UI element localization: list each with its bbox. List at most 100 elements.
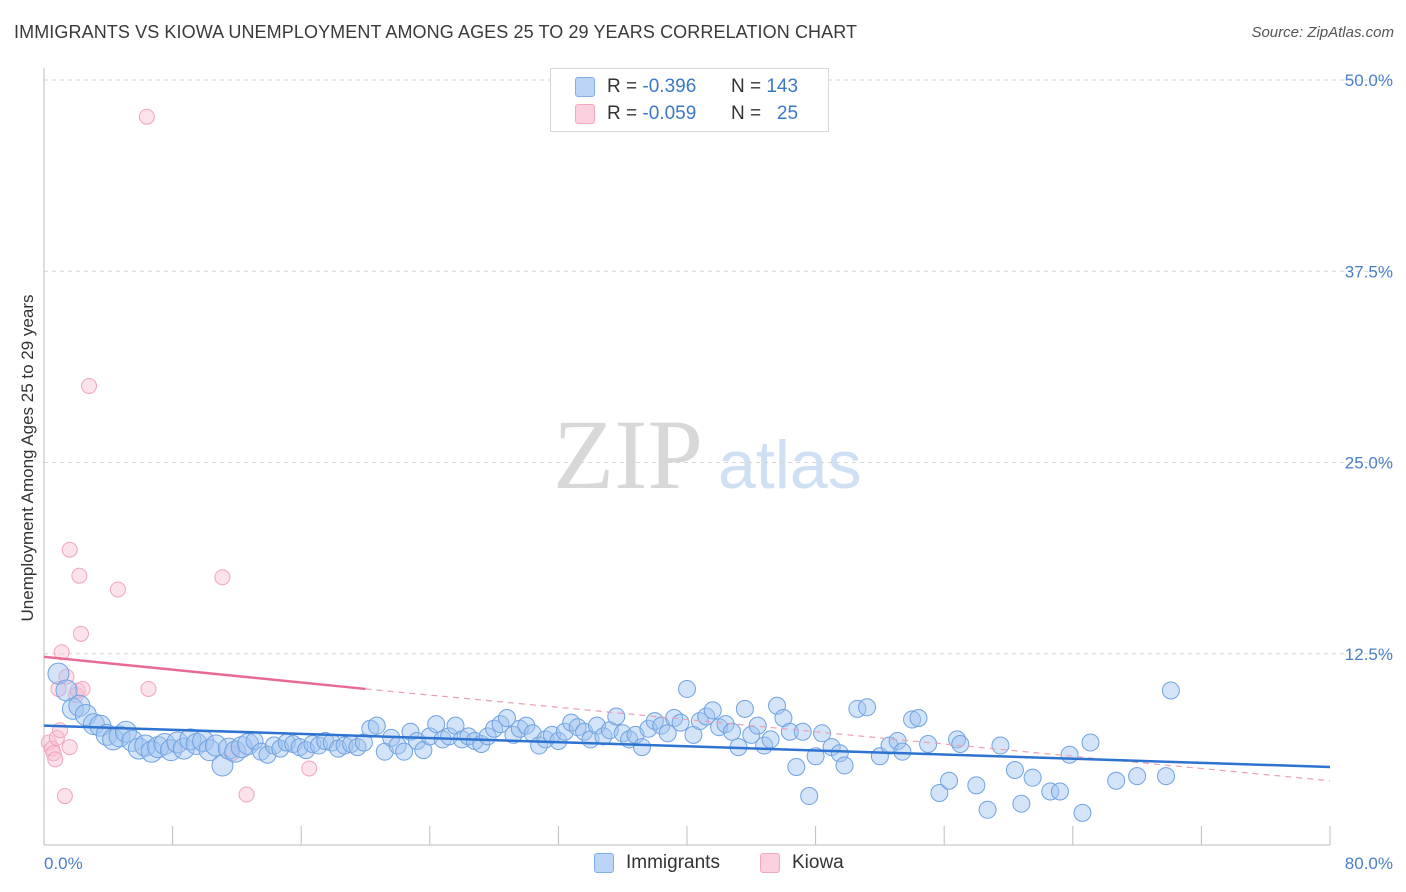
immigrants-point [61,697,84,720]
immigrants-point [671,713,690,732]
watermark-zip: ZIP [553,399,703,510]
axes [43,68,1331,846]
immigrants-point [780,722,799,741]
immigrants-point [645,712,664,731]
immigrants-point [1023,768,1042,787]
immigrants-point [166,731,189,754]
legend-item-kiowa[interactable]: Kiowa [760,852,844,874]
immigrants-point [1161,681,1180,700]
immigrants-point [1005,761,1024,780]
kiowa-point [71,567,88,584]
immigrants-point [735,699,754,718]
immigrants-point [678,679,696,698]
immigrants-point [919,735,938,754]
kiowa-point [56,788,73,805]
immigrants-point [224,740,247,763]
immigrants-point [536,730,555,749]
kiowa-swatch [575,104,595,124]
immigrants-point [185,733,208,756]
immigrants-point [991,736,1010,755]
immigrants-point [127,737,150,760]
immigrants-point [1157,767,1176,786]
immigrants-point [335,736,354,755]
kiowa-point [238,786,255,803]
immigrants-point [930,783,949,802]
immigrants-point [121,729,144,752]
n-value: 25 [776,103,799,124]
kiowa-point [301,760,318,777]
immigrants-point [909,709,928,728]
immigrants-point [497,709,516,728]
immigrants-point [632,738,651,757]
y-tick-label: 37.5% [1345,262,1393,281]
immigrants-point [1050,782,1069,801]
legend-item-immigrants[interactable]: Immigrants [594,852,720,874]
immigrants-point [1012,794,1031,813]
immigrants-point [140,740,163,763]
immigrants-point [858,698,877,717]
legend-row-kiowa: R = -0.059 N = 25 [575,102,798,126]
immigrants-point [742,725,761,744]
legend-row-immigrants: R = -0.396 N = 143 [575,75,798,99]
immigrants-point [787,757,806,776]
kiowa-point [61,541,78,558]
immigrants-point [723,722,742,741]
kiowa-swatch [760,853,780,873]
kiowa-point [74,680,91,697]
legend-label-immigrants: Immigrants [626,852,720,873]
trend-lines [43,655,1331,782]
immigrants-swatch [575,77,595,97]
immigrants-point [1107,771,1126,790]
immigrants-point [348,738,367,757]
x-tick-label: 80.0% [1345,854,1393,873]
y-tick-label: 50.0% [1345,71,1393,90]
immigrants-point [806,747,825,766]
immigrants-point [903,710,922,729]
immigrants-point [940,771,959,790]
kiowa-point [140,680,157,697]
stats-legend: R = -0.396 N = 143 R = -0.059 N = 25 [550,68,829,132]
legend-label-kiowa: Kiowa [792,852,844,873]
n-value: 143 [766,76,799,97]
immigrants-point [658,724,677,743]
immigrants-swatch [594,853,614,873]
kiowa-point [72,625,89,642]
immigrants-point [562,713,581,732]
immigrants-point [568,718,587,737]
kiowa-point [109,581,126,598]
immigrants-point [793,722,812,741]
x-tick-label: 0.0% [44,854,83,873]
immigrants-points [47,662,1180,822]
immigrants-point [211,754,234,777]
immigrants-point [951,735,970,754]
series-legend: Immigrants Kiowa [0,852,1406,876]
n-label: N = [730,76,762,97]
kiowa-point [61,739,78,756]
watermark-atlas: atlas [718,427,862,503]
kiowa-point [138,108,155,125]
immigrants-point [1073,803,1092,822]
immigrants-trend-line [43,724,1331,769]
kiowa-point [47,751,64,768]
immigrants-point [485,719,504,738]
immigrants-point [401,722,420,741]
r-label: R = [607,103,638,124]
grid [44,79,1395,655]
immigrants-point [893,742,912,761]
immigrants-point [395,742,414,761]
r-value: -0.396 [642,76,697,97]
immigrants-point [848,699,867,718]
r-label: R = [607,76,638,97]
kiowa-trend-extension [365,688,1331,782]
immigrants-point [761,730,780,749]
immigrants-point [800,787,819,806]
immigrants-point [716,715,735,734]
y-tick-label: 25.0% [1345,454,1393,473]
y-tick-label: 12.5% [1345,645,1393,664]
source-label: Source: ZipAtlas.com [1251,24,1394,41]
immigrants-point [607,707,626,726]
immigrants-point [1041,782,1060,801]
immigrants-point [978,800,997,819]
r-value: -0.059 [642,103,697,124]
